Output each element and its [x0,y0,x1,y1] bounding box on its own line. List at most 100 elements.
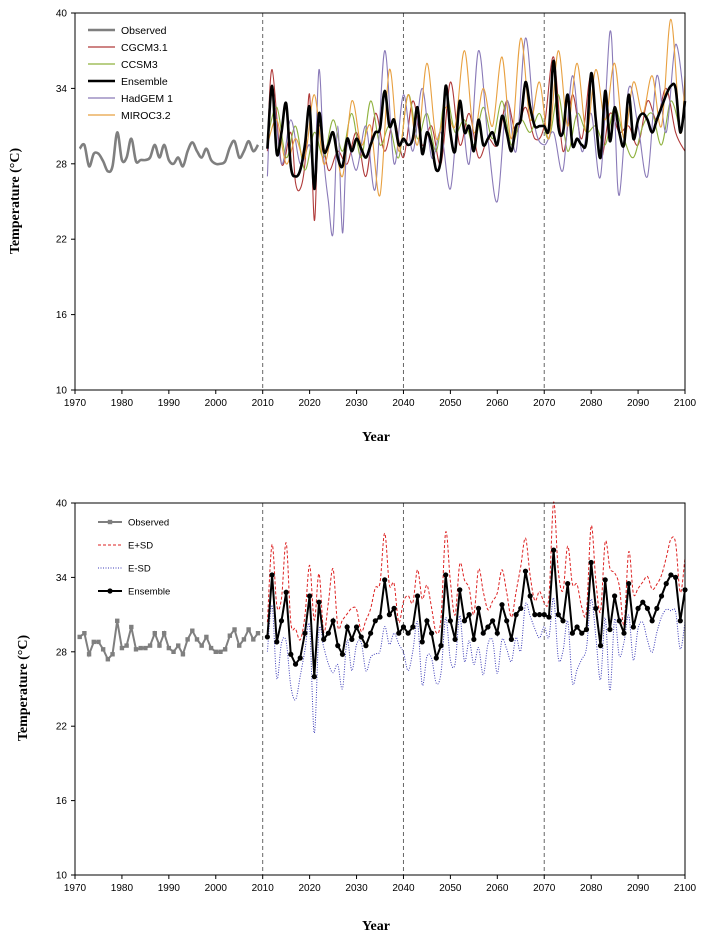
ensemble-marker [668,572,674,578]
x-tick-label: 2040 [392,883,415,894]
ensemble-marker [504,618,510,624]
observed-marker [227,633,233,638]
observed-marker [251,637,256,642]
observed-marker [255,631,261,636]
legend-label-cgcm3-1: CGCM3.1 [121,42,168,54]
legend-label-ensemble: Ensemble [128,587,170,598]
y-axis-label: Temperature (°C) [8,148,23,255]
ensemble-marker [321,636,327,642]
ensemble-marker [555,612,561,618]
legend-label-observed: Observed [128,518,169,529]
series-line-miroc3-2 [266,18,686,197]
x-tick-label: 2040 [392,398,415,409]
y-tick-label: 16 [56,310,68,321]
ensemble-marker [494,630,500,636]
ensemble-marker [597,643,604,649]
ensemble-marker [569,630,575,636]
x-tick-label: 2000 [205,398,228,409]
observed-marker [180,652,186,657]
x-tick-label: 2080 [580,883,603,894]
observed-marker [82,631,87,636]
x-tick-label: 1970 [64,883,87,894]
x-tick-label: 2000 [205,883,228,894]
ensemble-marker [607,626,613,633]
series-line-ccsm3 [266,94,681,171]
observed-marker [241,637,247,642]
legend-label-ccsm3: CCSM3 [121,59,158,71]
observed-marker [143,645,148,651]
legend: Observed CGCM3.1 CCSM3 Ensemble HadGEM 1 MIRO… [88,25,173,122]
observed-marker [110,652,115,657]
x-tick-label: 1980 [111,883,134,894]
x-tick-label: 2080 [580,398,603,409]
x-axis-label: Year [362,919,390,934]
ensemble-marker [536,612,543,618]
ensemble-marker [635,605,641,611]
ensemble-marker [400,624,407,630]
ensemble-marker [358,634,364,640]
x-tick-label: 2100 [674,398,697,409]
ensemble-marker [532,612,538,618]
ensemble-marker [274,639,280,645]
x-tick-label: 2020 [298,883,321,894]
legend-label-ensemble: Ensemble [121,76,168,88]
chart-top: 1970 1980 1990 2000 2010 2020 2030 2040 2050 2060… [8,9,697,446]
series-line-e-minus-sd [266,597,686,734]
legend-marker [107,588,113,594]
ensemble-marker [382,577,388,583]
ensemble-marker [677,618,683,624]
ensemble-marker [443,572,449,578]
y-tick-label: 40 [56,9,68,20]
ensemble-marker [471,636,477,642]
ensemble-marker [522,568,529,574]
observed-marker [204,634,209,640]
ensemble-marker [368,630,374,636]
ensemble-marker [429,630,435,636]
ensemble-marker [461,618,468,624]
observed-marker [218,649,223,654]
x-axis-label: Year [362,430,390,445]
x-tick-label: 2070 [533,883,556,894]
x-tick-label: 2050 [439,883,462,894]
ensemble-marker [424,618,430,624]
y-tick-label: 22 [56,235,68,246]
y-axis-label: Temperature (°C) [16,635,31,742]
ensemble-marker [654,605,660,611]
ensemble-marker [513,612,519,618]
ensemble-marker [335,643,341,649]
ensemble-marker [602,577,608,583]
series-line-observed [78,131,260,174]
ensemble-marker [560,618,566,624]
ensemble-marker [579,630,585,636]
ensemble-marker [663,581,669,587]
ensemble-marker [574,624,580,630]
x-tick-label: 2060 [486,883,509,894]
observed-marker [124,643,129,648]
legend-label-observed: Observed [121,25,167,37]
ensemble-marker [508,636,514,642]
ensemble-marker [447,618,453,624]
x-tick-label: 1980 [111,398,134,409]
observed-marker [213,649,218,654]
observed-marker [222,647,228,652]
plot-area-frame [74,12,686,391]
ensemble-marker [414,593,421,599]
ensemble-marker [405,630,411,636]
legend-label-hadgem-1: HadGEM 1 [121,93,173,105]
ensemble-marker [673,574,679,580]
observed-marker [171,649,176,654]
observed-marker [232,627,237,632]
observed-marker [152,631,157,636]
legend-label-e-sd: E+SD [128,541,153,552]
ensemble-marker [475,605,482,611]
ensemble-marker [311,674,317,680]
y-tick-label: 22 [56,722,68,733]
series-line-e-plus-sd [266,501,686,641]
observed-marker [100,647,106,652]
x-tick-label: 2100 [674,883,697,894]
ensemble-marker [325,630,331,636]
ensemble-marker [316,599,322,605]
legend-label-miroc3-2: MIROC3.2 [121,110,171,122]
ensemble-marker [565,581,571,587]
ensemble-marker [353,624,360,630]
